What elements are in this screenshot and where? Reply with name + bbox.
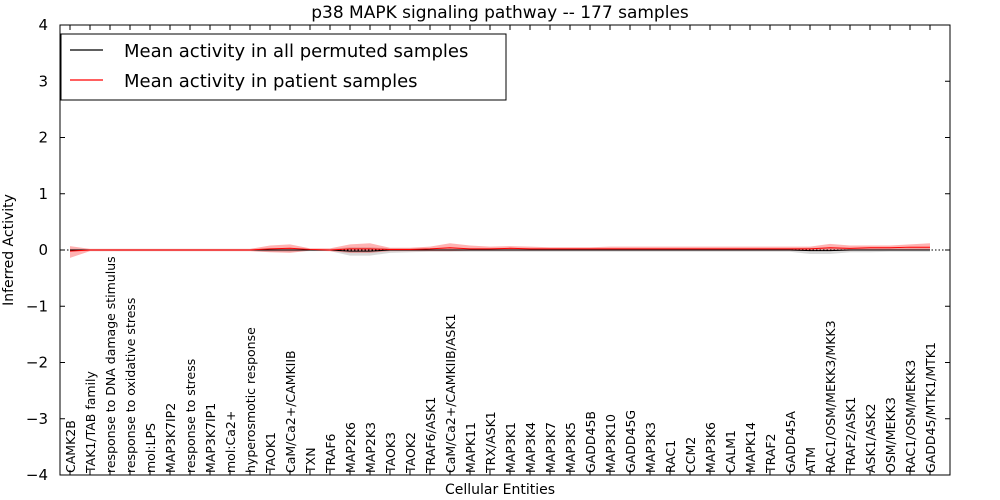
y-tick-label: −2 <box>26 354 48 372</box>
x-tick-label: CaM/Ca2+/CAMKIIB <box>283 350 298 473</box>
x-tick-label: GADD45B <box>583 411 598 473</box>
x-tick-label: TRAF6/ASK1 <box>423 397 438 474</box>
x-tick-label: TXN <box>303 447 318 474</box>
series-lines <box>60 246 950 252</box>
x-tick-label: MAP3K1 <box>503 422 518 473</box>
x-tick-label: MAP3K3 <box>643 422 658 473</box>
x-tick-label: MAP3K7IP1 <box>203 403 218 473</box>
x-tick-label: ATM <box>803 447 818 473</box>
x-tick-label: CALM1 <box>723 430 738 473</box>
x-tick-label: mol:LPS <box>143 423 158 473</box>
x-tick-label: OSM/MEKK3 <box>883 397 898 473</box>
y-tick-label: 3 <box>38 72 48 90</box>
x-tick-label: MAPK14 <box>743 422 758 473</box>
x-tick-label: response to oxidative stress <box>123 298 138 473</box>
x-tick-label: MAP2K6 <box>343 422 358 473</box>
x-axis-label: Cellular Entities <box>445 482 555 498</box>
x-tick-label: GADD45A <box>783 411 798 473</box>
legend: Mean activity in all permuted samples Me… <box>60 33 507 101</box>
band-patient <box>70 243 930 258</box>
x-tick-label: MAP3K6 <box>703 422 718 473</box>
x-tick-label: TAOK1 <box>263 432 278 474</box>
x-tick-label: TAOK3 <box>383 432 398 474</box>
x-tick-label: TRX/ASK1 <box>483 411 498 474</box>
x-axis: CAMK2B TAK1/TAB family response to DNA dam… <box>63 25 938 475</box>
legend-box <box>60 33 507 101</box>
x-tick-label: TAOK2 <box>403 432 418 474</box>
x-tick-label: CAMK2B <box>63 420 78 473</box>
x-tick-label: RAC1/OSM/MEKK3 <box>903 360 918 473</box>
chart-title: p38 MAPK signaling pathway -- 177 sample… <box>311 3 689 23</box>
x-tick-label: MAPK11 <box>463 422 478 473</box>
x-tick-label: GADD45/MTK1/MTK1 <box>923 342 938 473</box>
x-tick-label: RAC1/OSM/MEKK3/MKK3 <box>823 320 838 473</box>
y-axis: −4 −3 −2 −1 0 1 2 3 4 <box>26 16 950 484</box>
y-tick-label: 2 <box>38 129 48 147</box>
x-tick-label: TRAF2/ASK1 <box>843 397 858 474</box>
legend-label-patient: Mean activity in patient samples <box>124 71 418 92</box>
x-tick-label: GADD45G <box>623 410 638 473</box>
y-tick-label: 4 <box>38 16 48 34</box>
x-tick-label: response to stress <box>183 359 198 473</box>
x-tick-label: MAP3K7 <box>543 422 558 473</box>
x-tick-label: MAP3K10 <box>603 414 618 473</box>
x-tick-label: MAP3K7IP2 <box>163 403 178 473</box>
x-tick-label: CCM2 <box>683 437 698 473</box>
x-tick-label: MAP3K4 <box>523 422 538 473</box>
y-tick-label: 0 <box>38 241 48 259</box>
y-tick-label: −1 <box>26 297 48 315</box>
x-tick-label: TRAF6 <box>323 433 338 474</box>
x-tick-label: CaM/Ca2+/CAMKIIB/ASK1 <box>443 314 458 473</box>
y-tick-label: −3 <box>26 410 48 428</box>
line-patient <box>69 246 930 252</box>
x-tick-label: mol:Ca2+ <box>223 411 238 473</box>
x-tick-label: RAC1 <box>663 440 678 473</box>
y-axis-label: Inferred Activity <box>1 194 17 306</box>
y-tick-label: −4 <box>26 466 48 484</box>
x-tick-label: hyperosmotic response <box>243 327 258 473</box>
x-tick-label: MAP3K5 <box>563 422 578 473</box>
x-tick-label: response to DNA damage stimulus <box>103 256 118 473</box>
y-tick-label: 1 <box>38 185 48 203</box>
x-tick-label: TRAF2 <box>763 433 778 474</box>
x-tick-label: MAP2K3 <box>363 422 378 473</box>
legend-label-permuted: Mean activity in all permuted samples <box>124 41 468 62</box>
plot-frame <box>59 24 951 476</box>
x-tick-label: ASK1/ASK2 <box>863 404 878 473</box>
x-tick-label: TAK1/TAB family <box>83 370 98 474</box>
